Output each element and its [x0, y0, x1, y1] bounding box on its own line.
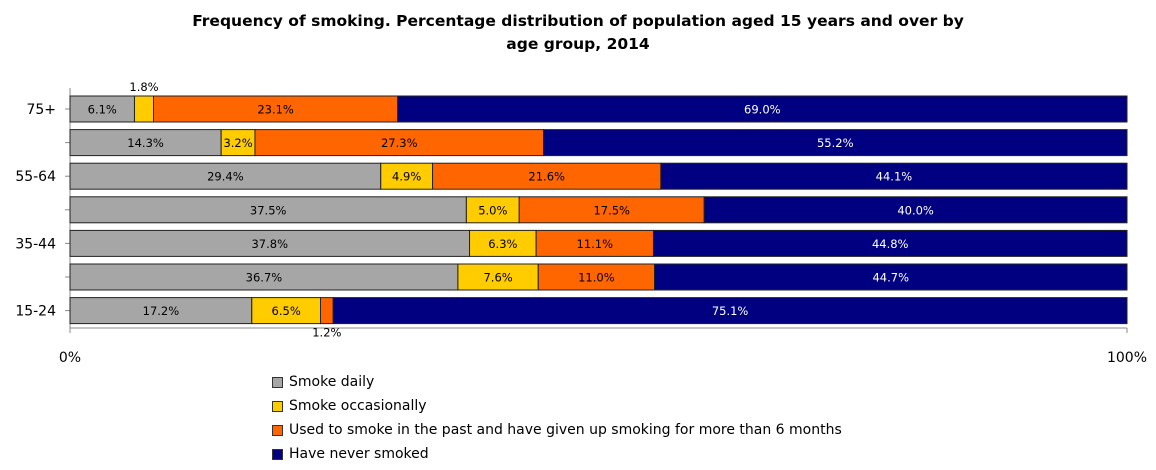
data-label: 17.5% — [593, 203, 630, 217]
legend-label: Smoke occasionally — [289, 398, 427, 414]
chart-title: Frequency of smoking. Percentage distrib… — [0, 10, 1156, 56]
category-label: 75+ — [26, 102, 56, 118]
data-label: 4.9% — [392, 170, 421, 184]
bar-segment — [153, 95, 399, 123]
bar-segment — [69, 263, 459, 291]
data-label: 23.1% — [257, 103, 294, 117]
bar-segment — [397, 95, 1128, 123]
legend-label: Smoke daily — [289, 374, 375, 390]
bar-segment — [652, 229, 1128, 257]
bar-segment — [69, 95, 135, 123]
legend-swatch — [272, 400, 283, 412]
chart-title-line-2: age group, 2014 — [506, 35, 650, 53]
legend: Smoke daily Smoke occasionally Used to smo… — [272, 370, 842, 466]
bar-segment — [703, 196, 1128, 224]
data-label: 6.5% — [272, 304, 301, 318]
data-label: 27.3% — [381, 136, 418, 150]
bar-segment — [660, 162, 1128, 190]
data-label: 1.8% — [129, 80, 158, 94]
data-label: 11.1% — [577, 237, 614, 251]
data-label: 40.0% — [897, 203, 934, 217]
legend-item: Used to smoke in the past and have given… — [272, 418, 842, 442]
data-label: 75.1% — [712, 304, 749, 318]
data-label: 1.2% — [312, 326, 341, 340]
bar-segment — [254, 129, 545, 157]
bar-segment — [69, 297, 253, 325]
category-label: 35-44 — [15, 236, 56, 252]
legend-swatch — [272, 448, 283, 460]
data-label: 6.1% — [88, 103, 117, 117]
legend-item: Smoke occasionally — [272, 394, 842, 418]
bar-segment — [535, 229, 654, 257]
bar-segment — [543, 129, 1128, 157]
data-label: 11.0% — [578, 271, 615, 285]
data-label: 17.2% — [143, 304, 180, 318]
data-label: 44.8% — [872, 237, 909, 251]
bar-segment — [457, 263, 539, 291]
data-label: 29.4% — [207, 170, 244, 184]
bar-segment — [432, 162, 662, 190]
x-tick-label: 100% — [1107, 350, 1147, 366]
bar-segment — [518, 196, 705, 224]
legend-swatch — [272, 424, 283, 436]
legend-item: Smoke daily — [272, 370, 842, 394]
x-tick-label: 0% — [59, 350, 81, 366]
legend-label: Used to smoke in the past and have given… — [289, 422, 842, 438]
data-label: 14.3% — [127, 136, 164, 150]
bar-segment — [69, 196, 467, 224]
bar-segment — [654, 263, 1128, 291]
bar-segment — [469, 229, 537, 257]
bar-segment — [251, 297, 322, 325]
data-label: 5.0% — [478, 203, 507, 217]
chart-title-line-1: Frequency of smoking. Percentage distrib… — [192, 12, 964, 30]
bar-segment — [69, 162, 382, 190]
data-label: 7.6% — [483, 271, 512, 285]
data-label: 21.6% — [528, 170, 565, 184]
bar-segment — [332, 297, 1128, 325]
data-label: 36.7% — [246, 271, 283, 285]
bar-segment — [69, 129, 222, 157]
bar-segment — [69, 229, 471, 257]
data-label: 37.5% — [250, 203, 287, 217]
bar-segment — [133, 95, 155, 123]
legend-label: Have never smoked — [289, 446, 429, 462]
data-label: 55.2% — [817, 136, 854, 150]
category-label: 15-24 — [15, 304, 56, 320]
category-label: 55-64 — [15, 169, 56, 185]
data-label: 44.7% — [872, 271, 909, 285]
bar-segment — [465, 196, 520, 224]
bar-segment — [320, 297, 334, 325]
stacked-bar-chart: 0% 100% 75+ 6.1% 1.8% 23.1% 69.0% 14.3% 3.2% 27.3… — [15, 80, 1147, 366]
data-label: 44.1% — [876, 170, 913, 184]
data-label: 3.2% — [223, 136, 252, 150]
data-label: 69.0% — [744, 103, 781, 117]
data-label: 37.8% — [251, 237, 288, 251]
legend-swatch — [272, 376, 283, 388]
legend-item: Have never smoked — [272, 442, 842, 466]
data-label: 6.3% — [488, 237, 517, 251]
bar-segment — [380, 162, 434, 190]
bar-segment — [537, 263, 656, 291]
